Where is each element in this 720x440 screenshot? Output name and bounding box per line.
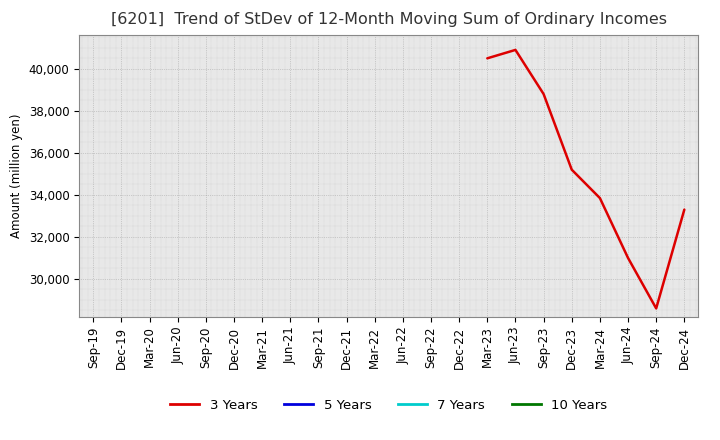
Legend: 3 Years, 5 Years, 7 Years, 10 Years: 3 Years, 5 Years, 7 Years, 10 Years	[165, 394, 613, 417]
Title: [6201]  Trend of StDev of 12-Month Moving Sum of Ordinary Incomes: [6201] Trend of StDev of 12-Month Moving…	[111, 12, 667, 27]
Y-axis label: Amount (million yen): Amount (million yen)	[10, 114, 23, 238]
